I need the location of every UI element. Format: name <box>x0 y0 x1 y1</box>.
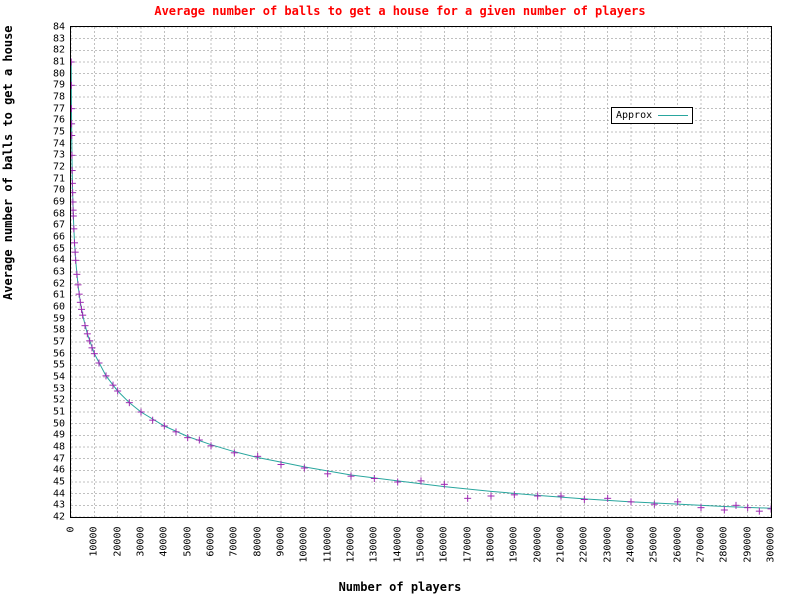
y-tick-label: 70 <box>53 185 65 196</box>
x-tick-label: 140000 <box>392 527 403 563</box>
y-tick-label: 74 <box>53 138 65 149</box>
x-tick-label: 100000 <box>299 527 310 563</box>
x-tick-label: 180000 <box>486 527 497 563</box>
x-tick-label: 20000 <box>112 527 123 557</box>
y-tick-label: 58 <box>53 325 65 336</box>
x-tick-label: 60000 <box>206 527 217 557</box>
x-tick-label: 150000 <box>416 527 427 563</box>
y-tick-label: 68 <box>53 208 65 219</box>
y-tick-label: 63 <box>53 267 65 278</box>
data-layer <box>71 27 771 517</box>
x-tick-label: 70000 <box>229 527 240 557</box>
x-tick-label: 240000 <box>626 527 637 563</box>
x-tick-label: 280000 <box>719 527 730 563</box>
x-tick-label: 110000 <box>322 527 333 563</box>
y-tick-label: 60 <box>53 302 65 313</box>
x-tick-label: 40000 <box>159 527 170 557</box>
y-tick-label: 56 <box>53 348 65 359</box>
x-tick-label: 0 <box>66 527 77 533</box>
legend: Approx <box>611 107 693 124</box>
y-tick-label: 69 <box>53 197 65 208</box>
y-tick-label: 64 <box>53 255 65 266</box>
y-tick-label: 54 <box>53 372 65 383</box>
chart-title: Average number of balls to get a house f… <box>0 4 800 18</box>
y-tick-label: 49 <box>53 430 65 441</box>
y-tick-label: 46 <box>53 465 65 476</box>
x-tick-label: 120000 <box>346 527 357 563</box>
y-tick-label: 53 <box>53 383 65 394</box>
y-tick-label: 79 <box>53 80 65 91</box>
chart-container: Average number of balls to get a house f… <box>0 0 800 600</box>
y-tick-label: 77 <box>53 103 65 114</box>
y-tick-label: 83 <box>53 33 65 44</box>
x-tick-label: 290000 <box>742 527 753 563</box>
x-tick-label: 210000 <box>556 527 567 563</box>
x-tick-label: 220000 <box>579 527 590 563</box>
x-tick-label: 90000 <box>276 527 287 557</box>
plot-area: 4243444546474849505152535455565758596061… <box>70 26 772 518</box>
x-tick-label: 30000 <box>136 527 147 557</box>
y-tick-label: 67 <box>53 220 65 231</box>
legend-line <box>658 115 688 116</box>
y-tick-label: 76 <box>53 115 65 126</box>
x-tick-label: 10000 <box>89 527 100 557</box>
x-tick-label: 270000 <box>696 527 707 563</box>
y-tick-label: 48 <box>53 442 65 453</box>
y-tick-label: 65 <box>53 243 65 254</box>
y-tick-label: 81 <box>53 57 65 68</box>
y-tick-label: 51 <box>53 407 65 418</box>
y-tick-label: 62 <box>53 278 65 289</box>
x-tick-label: 130000 <box>369 527 380 563</box>
y-tick-label: 44 <box>53 488 65 499</box>
x-tick-label: 200000 <box>532 527 543 563</box>
y-tick-label: 61 <box>53 290 65 301</box>
x-tick-label: 160000 <box>439 527 450 563</box>
y-tick-label: 55 <box>53 360 65 371</box>
y-tick-label: 66 <box>53 232 65 243</box>
x-tick-label: 260000 <box>672 527 683 563</box>
x-tick-label: 170000 <box>462 527 473 563</box>
y-tick-label: 45 <box>53 477 65 488</box>
y-tick-label: 42 <box>53 512 65 523</box>
y-tick-label: 75 <box>53 127 65 138</box>
x-tick-label: 300000 <box>766 527 777 563</box>
x-tick-label: 250000 <box>649 527 660 563</box>
y-tick-label: 82 <box>53 45 65 56</box>
y-tick-label: 84 <box>53 22 65 33</box>
legend-label: Approx <box>616 110 652 121</box>
x-tick-label: 50000 <box>182 527 193 557</box>
y-tick-label: 50 <box>53 418 65 429</box>
y-tick-label: 59 <box>53 313 65 324</box>
y-tick-label: 47 <box>53 453 65 464</box>
x-tick-label: 230000 <box>602 527 613 563</box>
y-tick-label: 80 <box>53 68 65 79</box>
x-axis-label: Number of players <box>0 580 800 594</box>
x-tick-label: 190000 <box>509 527 520 563</box>
y-tick-label: 72 <box>53 162 65 173</box>
y-tick-label: 52 <box>53 395 65 406</box>
y-tick-label: 78 <box>53 92 65 103</box>
x-tick-label: 80000 <box>252 527 263 557</box>
y-tick-label: 57 <box>53 337 65 348</box>
y-axis-label: Average number of balls to get a house <box>1 25 15 300</box>
y-tick-label: 73 <box>53 150 65 161</box>
y-tick-label: 43 <box>53 500 65 511</box>
y-tick-label: 71 <box>53 173 65 184</box>
